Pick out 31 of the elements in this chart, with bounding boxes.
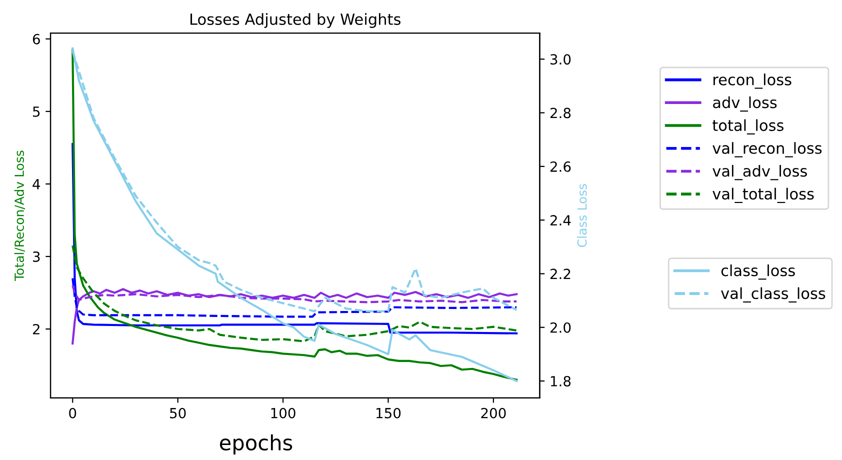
y2-tick-label: 2.6 — [550, 161, 571, 172]
y2-tick-label: 2.8 — [550, 108, 571, 118]
x-tick-label: 150 — [376, 408, 401, 418]
y2-axis-title: Class Loss — [577, 184, 587, 247]
legend-label: adv_loss — [713, 96, 777, 112]
y2-tick-label: 2.0 — [550, 322, 571, 333]
legend-label: val_total_loss — [712, 188, 814, 204]
line-series — [72, 143, 518, 334]
y2-tick-label: 3.0 — [550, 54, 571, 65]
legend-label: val_adv_loss — [712, 164, 807, 180]
y-tick-label: 2 — [32, 324, 40, 334]
y2-tick-label: 1.8 — [550, 376, 571, 386]
y2-tick-label: 2.4 — [550, 215, 571, 226]
chart-title: Losses Adjusted by Weights — [190, 13, 400, 28]
x-tick-label: 100 — [271, 408, 296, 418]
x-axis-title: epochs — [220, 434, 292, 455]
legend-label: total_loss — [712, 119, 784, 134]
x-tick-label: 0 — [69, 408, 76, 418]
y-tick-label: 3 — [33, 251, 40, 262]
y2-tick-label: 2.2 — [550, 268, 570, 279]
legend-label: class_loss — [721, 264, 795, 280]
y-axis-title: Total/Recon/Adv Loss — [14, 150, 25, 282]
legend-label: recon_loss — [714, 74, 792, 89]
y-tick-label: 6 — [32, 34, 40, 44]
line-series — [72, 288, 518, 345]
y-tick-label: 4 — [32, 179, 40, 190]
x-tick-label: 200 — [481, 408, 506, 418]
legend-label: val_class_loss — [721, 287, 826, 303]
legend-label: val_recon_loss — [712, 142, 822, 158]
y-tick-label: 5 — [33, 106, 40, 117]
x-tick-label: 50 — [170, 408, 186, 418]
